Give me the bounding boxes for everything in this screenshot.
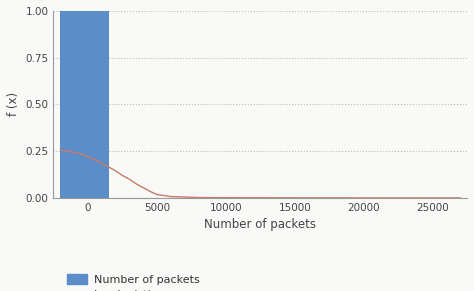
X-axis label: Number of packets: Number of packets <box>204 218 316 231</box>
Bar <box>60 11 109 198</box>
Y-axis label: f (x): f (x) <box>7 92 20 116</box>
Legend: Number of packets, Log logistic: Number of packets, Log logistic <box>67 274 200 291</box>
